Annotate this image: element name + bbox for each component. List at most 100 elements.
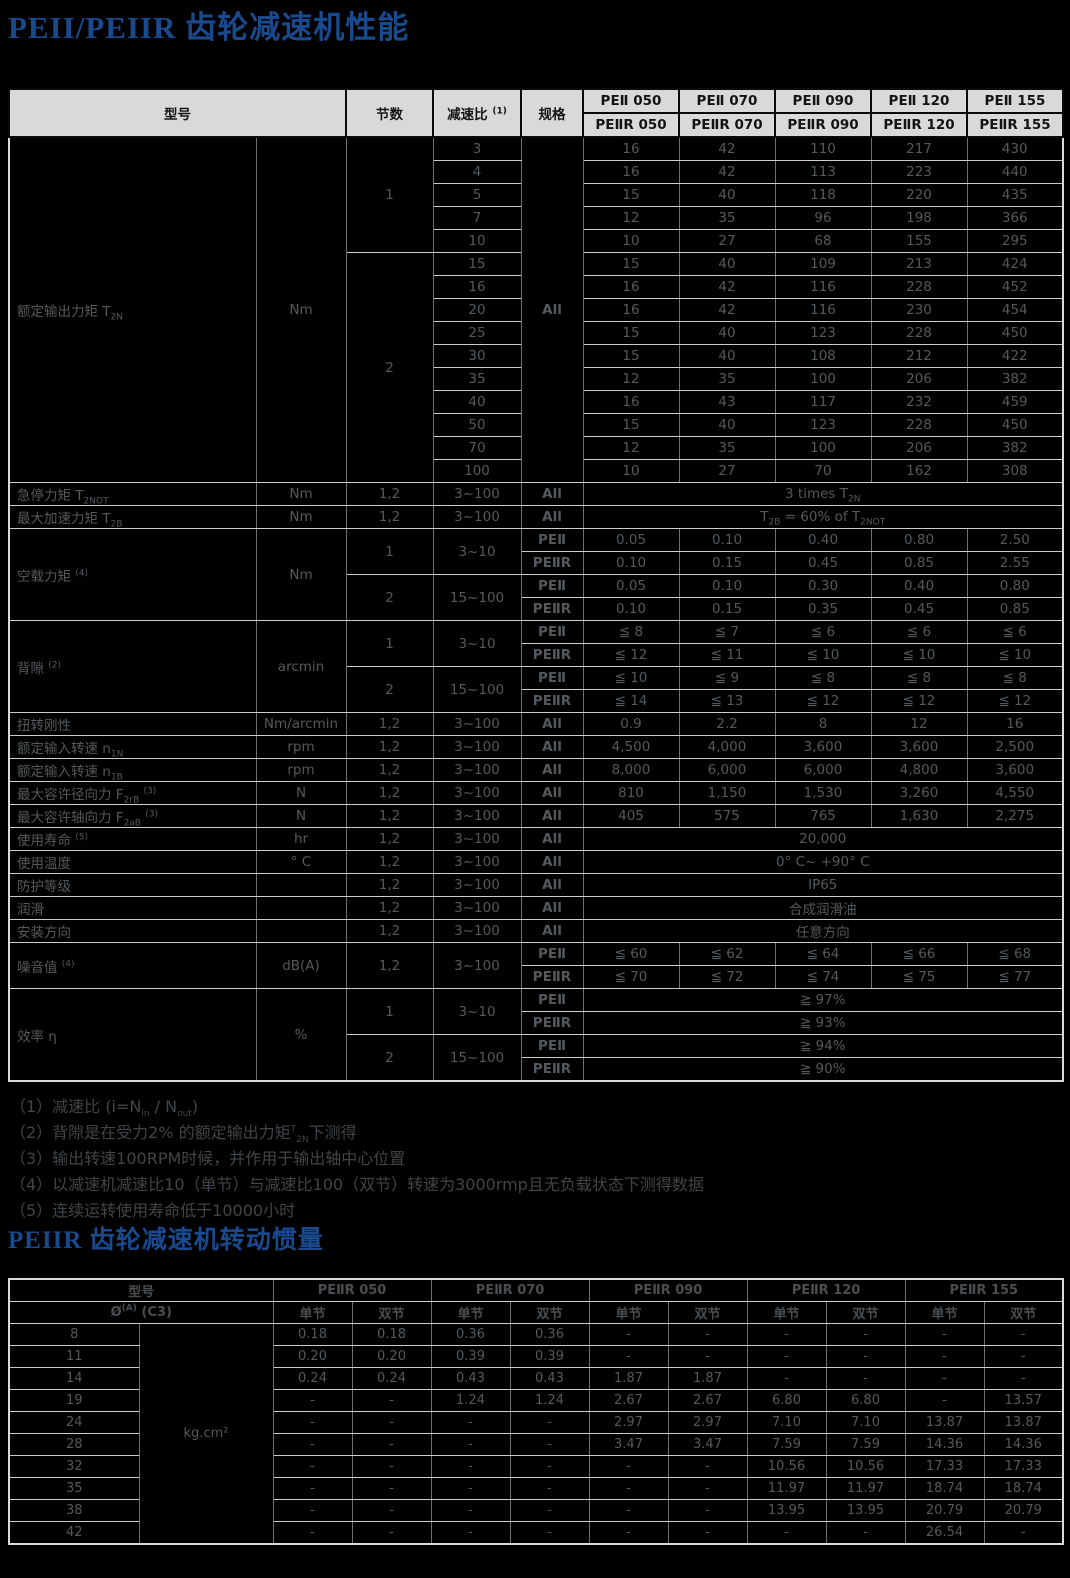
value-cell: 765 bbox=[774, 804, 872, 828]
value-cell: 0.43 bbox=[509, 1367, 590, 1390]
value-cell: 17.33 bbox=[904, 1455, 985, 1478]
value-cell: 118 bbox=[774, 183, 872, 207]
value-cell: 116 bbox=[774, 298, 872, 322]
unit-cell: rpm bbox=[255, 758, 347, 782]
value-cell: 1 bbox=[345, 988, 434, 1035]
value-cell: 7.10 bbox=[825, 1411, 906, 1434]
value-cell: 422 bbox=[966, 344, 1064, 368]
value-cell: IP65 bbox=[582, 873, 1064, 897]
value-cell: 0.36 bbox=[509, 1323, 590, 1346]
column-header: 型号 bbox=[8, 1278, 274, 1302]
value-cell: 16 bbox=[582, 275, 680, 299]
value-cell: - bbox=[588, 1345, 669, 1368]
value-cell: ≧ 90% bbox=[582, 1057, 1064, 1082]
value-cell: ≦ 72 bbox=[678, 965, 776, 989]
value-cell: 16 bbox=[582, 390, 680, 414]
value-cell: ≦ 10 bbox=[966, 643, 1064, 667]
value-cell: ≦ 6 bbox=[870, 620, 968, 644]
unit-cell bbox=[255, 896, 347, 920]
value-cell: 1,2 bbox=[345, 827, 434, 851]
value-cell: ≦ 74 bbox=[774, 965, 872, 989]
spec-cell: PEⅡR bbox=[520, 965, 584, 989]
value-cell: 295 bbox=[966, 229, 1064, 253]
value-cell: 0.24 bbox=[272, 1367, 353, 1390]
row-label: 背隙 (2) bbox=[8, 620, 257, 713]
value-cell: 3~100 bbox=[432, 482, 522, 506]
unit-cell: Nm/arcmin bbox=[255, 712, 347, 736]
value-cell: 1,2 bbox=[345, 896, 434, 920]
value-cell: 0.15 bbox=[678, 551, 776, 575]
value-cell: 20.79 bbox=[904, 1499, 985, 1522]
value-cell: 223 bbox=[870, 160, 968, 184]
value-cell: 228 bbox=[870, 275, 968, 299]
table-row: 空载力矩 (4) Nm 1 3~10 PEⅡ 0.05 0.10 0.40 0.80 2.50 bbox=[8, 528, 1064, 621]
value-cell: 16 bbox=[582, 136, 680, 161]
column-header: PEⅡR 050 bbox=[582, 112, 680, 138]
value-cell: - bbox=[667, 1455, 748, 1478]
value-cell: 2 bbox=[345, 252, 434, 483]
value-cell: 232 bbox=[870, 390, 968, 414]
value-cell: - bbox=[509, 1477, 590, 1500]
value-cell: - bbox=[509, 1455, 590, 1478]
value-cell: 4,000 bbox=[678, 735, 776, 759]
unit-cell: N bbox=[255, 781, 347, 805]
table-row: 背隙 (2) arcmin 1 3~10 PEⅡ ≦ 8 ≦ 7 ≦ 6 ≦ 6 ≦ 6 bbox=[8, 620, 1064, 713]
value-cell: 3~100 bbox=[432, 781, 522, 805]
value-cell: ≦ 11 bbox=[678, 643, 776, 667]
value-cell: 3~100 bbox=[432, 735, 522, 759]
value-cell: 3,600 bbox=[966, 758, 1064, 782]
column-header: 型号 bbox=[8, 88, 347, 138]
value-cell: 18.74 bbox=[983, 1477, 1064, 1500]
table-row: 11 0.20 0.20 0.39 0.39- - - - - - bbox=[8, 1345, 1064, 1368]
value-cell: - bbox=[983, 1367, 1064, 1390]
value-cell: - bbox=[272, 1411, 353, 1434]
value-cell: 230 bbox=[870, 298, 968, 322]
value-cell: 113 bbox=[774, 160, 872, 184]
value-cell: 440 bbox=[966, 160, 1064, 184]
unit-cell: arcmin bbox=[255, 620, 347, 713]
column-header: 单节 bbox=[588, 1301, 669, 1324]
value-cell: 1,2 bbox=[345, 850, 434, 874]
spec-cell: PEⅡ bbox=[520, 1034, 584, 1058]
value-cell: - bbox=[430, 1455, 511, 1478]
value-cell: 459 bbox=[966, 390, 1064, 414]
column-header: 节数 bbox=[345, 88, 434, 138]
value-cell: 68 bbox=[774, 229, 872, 253]
value-cell: 2,275 bbox=[966, 804, 1064, 828]
value-cell: 1.24 bbox=[430, 1389, 511, 1412]
row-label: 最大容许轴向力 F2aB (3) bbox=[8, 804, 257, 828]
footnote: （5）连续运转使用寿命低于10000小时 bbox=[10, 1201, 296, 1220]
value-cell: - bbox=[351, 1521, 432, 1545]
row-label: 安装方向 bbox=[8, 919, 257, 943]
value-cell: 10.56 bbox=[825, 1455, 906, 1478]
value-cell: 12 bbox=[870, 712, 968, 736]
value-cell: - bbox=[351, 1389, 432, 1412]
value-cell: 1,2 bbox=[345, 712, 434, 736]
table-row: 防护等级 1,2 3~100 All IP65 bbox=[8, 873, 1064, 897]
table-row: 28- - - -3.47 3.47 7.59 7.59 14.36 14.36 bbox=[8, 1433, 1064, 1456]
value-cell: 450 bbox=[966, 413, 1064, 437]
spec-cell: All bbox=[520, 735, 584, 759]
value-cell: - bbox=[825, 1345, 906, 1368]
value-cell: - bbox=[825, 1521, 906, 1545]
footnote: （2）背隙是在受力2% 的额定输出力矩T2N下测得 bbox=[10, 1123, 357, 1146]
value-cell: 5 bbox=[432, 183, 522, 207]
spec-cell: PEⅡ bbox=[520, 620, 584, 644]
value-cell: 15 bbox=[582, 252, 680, 276]
value-cell: 3,260 bbox=[870, 781, 968, 805]
table-row: Ø(A) (C3) 单节 双节 单节 双节 单节 双节 单节 双节 单节 双节 bbox=[8, 1301, 1064, 1324]
value-cell: - bbox=[983, 1521, 1064, 1545]
value-cell: 13.95 bbox=[746, 1499, 827, 1522]
column-header: PEⅡR 090 bbox=[774, 112, 872, 138]
value-cell: 1 bbox=[345, 620, 434, 667]
value-cell: 3~100 bbox=[432, 850, 522, 874]
value-cell: 50 bbox=[432, 413, 522, 437]
value-cell: 6,000 bbox=[774, 758, 872, 782]
value-cell: 3~100 bbox=[432, 827, 522, 851]
value-cell: ≦ 6 bbox=[774, 620, 872, 644]
value-cell: 430 bbox=[966, 136, 1064, 161]
value-cell: 15 bbox=[582, 344, 680, 368]
value-cell: 16 bbox=[582, 160, 680, 184]
value-cell: 1 bbox=[345, 136, 434, 253]
value-cell: 32 bbox=[8, 1455, 140, 1478]
